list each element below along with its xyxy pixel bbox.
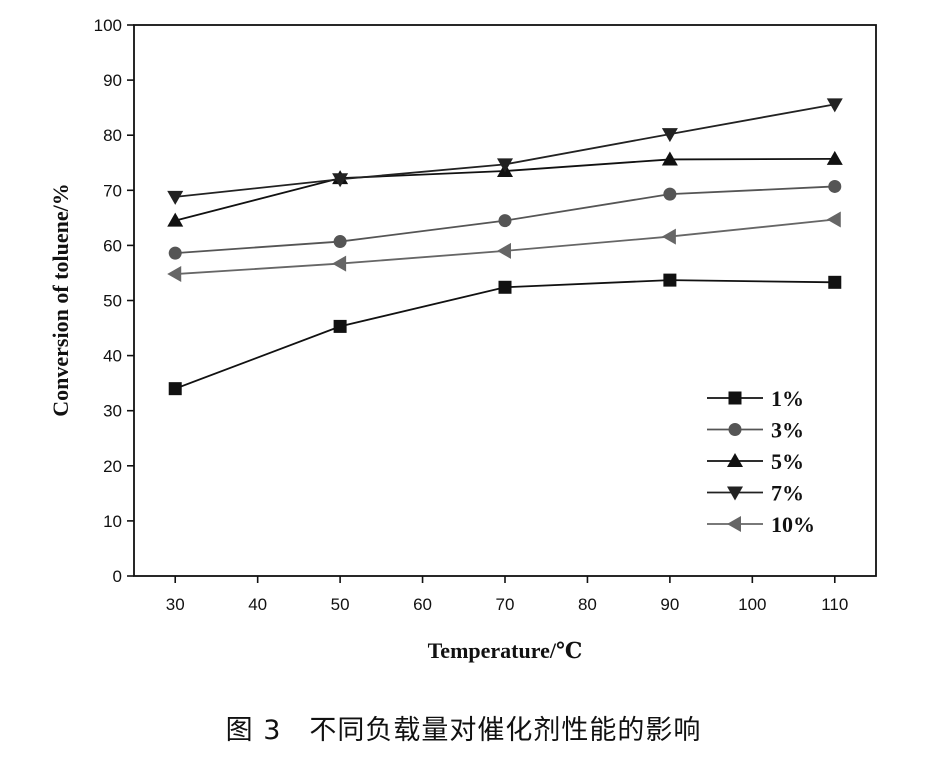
y-tick-label: 100 xyxy=(94,16,122,35)
legend-item: 3% xyxy=(707,418,804,443)
y-tick-label: 90 xyxy=(103,71,122,90)
data-point xyxy=(826,211,841,228)
series-layer xyxy=(167,98,843,396)
legend-marker xyxy=(727,516,741,532)
x-axis: 30 40 50 60 70 80 90 100 110 xyxy=(166,576,848,614)
data-point xyxy=(332,173,349,188)
y-axis: 0 10 20 30 40 50 60 70 80 90 100 xyxy=(94,16,134,586)
legend-marker xyxy=(727,486,743,501)
data-point xyxy=(661,151,678,166)
legend-label: 10% xyxy=(771,512,815,537)
series-3 xyxy=(167,98,843,205)
data-point xyxy=(826,98,843,113)
series-0 xyxy=(168,273,842,396)
x-tick-label: 40 xyxy=(248,595,267,614)
legend-item: 5% xyxy=(707,449,804,474)
data-point xyxy=(663,273,677,287)
data-point xyxy=(497,158,513,173)
x-tick-label: 80 xyxy=(578,595,597,614)
x-axis-title: Temperature/℃ xyxy=(428,638,583,663)
data-point xyxy=(661,128,678,143)
series-line xyxy=(174,279,835,390)
x-tick-label: 70 xyxy=(496,595,515,614)
legend-item: 7% xyxy=(707,481,804,506)
data-point xyxy=(167,212,184,227)
legend-label: 1% xyxy=(771,386,804,411)
data-point xyxy=(167,266,182,283)
legend-marker xyxy=(728,391,742,405)
data-point xyxy=(826,150,843,165)
y-tick-label: 80 xyxy=(103,126,122,145)
legend-marker xyxy=(728,423,742,436)
x-tick-label: 50 xyxy=(331,595,350,614)
data-point xyxy=(497,242,511,259)
x-tick-label: 30 xyxy=(166,595,185,614)
series-line xyxy=(175,103,835,198)
series-4 xyxy=(167,211,841,283)
data-point xyxy=(828,275,842,289)
legend-label: 3% xyxy=(771,418,804,443)
x-tick-label: 100 xyxy=(738,595,766,614)
x-tick-label: 90 xyxy=(660,595,679,614)
data-point xyxy=(333,319,347,333)
series-1 xyxy=(168,179,842,260)
data-point xyxy=(828,179,842,193)
legend: 1% 3% 5% 7% 10% xyxy=(707,386,815,537)
y-tick-label: 30 xyxy=(103,402,122,421)
data-point xyxy=(498,280,512,294)
data-point xyxy=(332,255,347,272)
y-axis-title: Conversion of toluene/% xyxy=(48,183,73,416)
data-point xyxy=(168,246,182,260)
plot-frame xyxy=(133,24,877,577)
y-tick-label: 0 xyxy=(113,567,122,586)
data-point xyxy=(661,228,676,245)
y-tick-label: 60 xyxy=(103,236,122,255)
x-tick-label: 60 xyxy=(413,595,432,614)
y-tick-label: 40 xyxy=(103,347,122,366)
data-point xyxy=(167,190,184,205)
y-tick-label: 70 xyxy=(103,181,122,200)
legend-marker xyxy=(727,453,743,467)
data-point xyxy=(333,235,347,249)
data-point xyxy=(663,187,677,201)
data-point xyxy=(168,382,182,396)
legend-item: 10% xyxy=(707,512,815,537)
x-tick-label: 110 xyxy=(821,595,848,614)
legend-label: 5% xyxy=(771,449,804,474)
y-tick-label: 20 xyxy=(103,457,122,476)
y-tick-label: 50 xyxy=(103,292,122,311)
data-point xyxy=(498,214,512,228)
y-tick-label: 10 xyxy=(103,512,122,531)
legend-item: 1% xyxy=(707,386,804,411)
legend-label: 7% xyxy=(771,481,804,506)
figure-caption: 图 3 不同负载量对催化剂性能的影响 xyxy=(225,715,702,746)
